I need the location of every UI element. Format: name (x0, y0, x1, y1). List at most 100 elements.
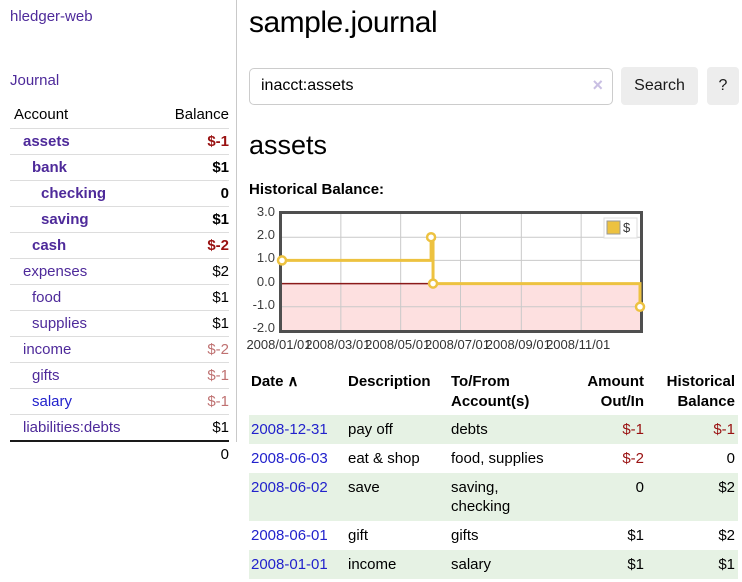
transaction-balance: $-1 (713, 421, 735, 438)
transaction-balance: 0 (726, 450, 735, 467)
account-row: saving $1 (10, 206, 229, 233)
historical-balance-chart: $ 3.0 2.0 1.0 0.0 -1.0 -2.0 2008/01/01 2008/03/… (246, 204, 679, 355)
x-axis-tick-label: 2008/07/01 (424, 337, 491, 352)
transaction-amount: $1 (627, 527, 644, 544)
transaction-amount: $-1 (622, 421, 644, 438)
account-row: food $1 (10, 284, 229, 311)
register-row: 2008-01-01 income salary $1 $1 (249, 550, 738, 579)
page-title: sample.journal (249, 6, 438, 39)
account-balance: $1 (153, 284, 229, 311)
search-row: × Search ? (249, 67, 739, 105)
account-link[interactable]: food (32, 289, 62, 306)
transaction-balance: $2 (718, 527, 735, 544)
accounts-table: Account Balance assets $-1 bank $1 checking 0… (10, 103, 229, 467)
account-balance: $1 (153, 414, 229, 441)
app-title-link[interactable]: hledger-web (10, 8, 93, 25)
account-link[interactable]: bank (32, 159, 68, 176)
account-balance: $2 (153, 258, 229, 285)
transaction-date-link[interactable]: 2008-06-03 (251, 450, 328, 467)
account-link[interactable]: gifts (32, 367, 60, 384)
account-balance: $-1 (153, 388, 229, 415)
transaction-accounts: gifts (451, 527, 479, 544)
account-link[interactable]: supplies (32, 315, 88, 332)
search-button[interactable]: Search (621, 67, 698, 105)
transaction-description: save (348, 479, 380, 496)
account-balance: $1 (153, 154, 229, 181)
register-row: 2008-06-03 eat & shop food, supplies $-2 0 (249, 444, 738, 473)
account-link[interactable]: checking (41, 185, 107, 202)
transaction-accounts: salary (451, 556, 492, 573)
transaction-accounts: food, supplies (451, 450, 544, 467)
search-input[interactable] (249, 67, 613, 105)
transaction-date-link[interactable]: 2008-01-01 (251, 556, 328, 573)
accounts-total-row: 0 (10, 440, 229, 467)
journal-link[interactable]: Journal (10, 72, 60, 89)
sort-ascending-icon: ∧ (287, 373, 299, 390)
accounts-total-value: 0 (153, 440, 229, 467)
chart-title: Historical Balance: (249, 181, 385, 198)
transaction-description: pay off (348, 421, 393, 438)
register-row: 2008-06-01 gift gifts $1 $2 (249, 521, 738, 550)
app-title-row: hledger-web (10, 8, 229, 26)
transaction-balance: $2 (718, 479, 735, 496)
register-header-to-from-account-s-: To/From Account(s) (451, 373, 530, 410)
y-axis-tick-label: 0.0 (256, 273, 275, 289)
register-row: 2008-12-31 pay off debts $-1 $-1 (249, 415, 738, 444)
transaction-accounts: saving, checking (451, 479, 511, 515)
account-link[interactable]: salary (32, 393, 73, 410)
y-axis-tick-label: 1.0 (256, 250, 275, 266)
account-row: expenses $2 (10, 258, 229, 285)
chart-plot-area[interactable]: $ (276, 211, 646, 333)
account-row: checking 0 (10, 180, 229, 207)
transaction-description: gift (348, 527, 369, 544)
account-balance: $-1 (153, 362, 229, 389)
transaction-date-link[interactable]: 2008-06-02 (251, 479, 328, 496)
account-balance: $-2 (153, 336, 229, 363)
sidebar: hledger-web Journal Account Balance asse… (0, 0, 237, 467)
x-axis-tick-label: 2008/01/01 (246, 337, 312, 352)
account-heading: assets (249, 130, 328, 160)
register-header-historical-balance: Historical Balance (666, 373, 735, 410)
account-balance: $-1 (207, 133, 229, 150)
transaction-date-link[interactable]: 2008-06-01 (251, 527, 328, 544)
account-balance: $-2 (153, 232, 229, 259)
x-axis-tick-label: 2008/09/01 (485, 337, 551, 352)
clear-search-icon[interactable]: × (592, 74, 603, 95)
journal-row: Journal (10, 72, 229, 90)
x-axis-tick-label: 2008/03/01 (305, 337, 371, 352)
transaction-amount: 0 (635, 479, 644, 496)
account-link[interactable]: expenses (23, 263, 88, 280)
register-header-date[interactable]: Date ∧ (251, 373, 299, 390)
account-link[interactable]: liabilities:debts (23, 419, 121, 436)
x-axis-tick-label: 2008/05/01 (365, 337, 431, 352)
account-link[interactable]: income (23, 341, 72, 358)
main-content: sample.journal × Search ? assets Histori… (237, 0, 742, 579)
transaction-date-link[interactable]: 2008-12-31 (251, 421, 328, 438)
account-link[interactable]: saving (41, 211, 89, 228)
transaction-description: eat & shop (348, 450, 420, 467)
account-link[interactable]: assets (23, 133, 70, 150)
y-axis-tick-label: -1.0 (252, 296, 275, 312)
account-link[interactable]: cash (32, 237, 67, 254)
accounts-header-account: Account (10, 103, 154, 129)
transaction-balance: $1 (718, 556, 735, 573)
svg-text:$: $ (623, 220, 631, 235)
register-table: Date ∧ Description To/From Account(s) Amount… (249, 370, 738, 579)
register-header-amount-out-in: Amount Out/In (587, 373, 644, 410)
account-row: supplies $1 (10, 310, 229, 337)
register-row: 2008-06-02 save saving, checking 0 $2 (249, 473, 738, 521)
accounts-header-balance: Balance (153, 103, 229, 129)
account-row: bank $1 (10, 154, 229, 181)
account-row: cash $-2 (10, 232, 229, 259)
transaction-amount: $1 (627, 556, 644, 573)
y-axis-tick-label: 2.0 (256, 227, 275, 243)
search-box: × (249, 67, 613, 105)
account-row: liabilities:debts $1 (10, 414, 229, 441)
y-axis-tick-label: -2.0 (252, 320, 275, 335)
accounts-total-spacer (10, 440, 154, 467)
transaction-amount: $-2 (622, 450, 644, 467)
help-button[interactable]: ? (707, 67, 739, 105)
x-axis-tick-label: 2008/11/01 (546, 337, 611, 352)
account-balance: $1 (153, 206, 229, 233)
